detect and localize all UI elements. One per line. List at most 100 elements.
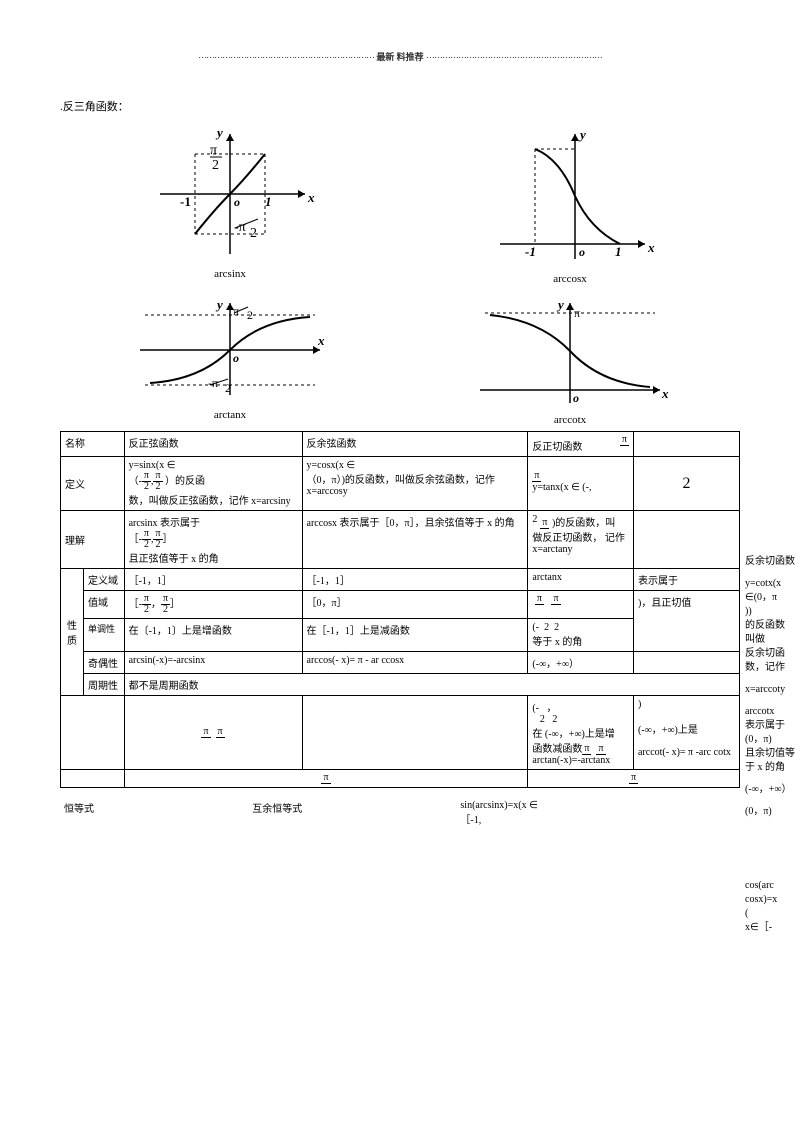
svg-text:x: x [307,190,315,205]
side-6: (0，π) [745,805,800,819]
cell-par-2: arccos(- x)= π - ar ccosx [302,652,528,674]
side-5: (-∞，+∞） [745,783,800,797]
svg-text:-1: -1 [525,244,536,259]
cell-name-h: 名称 [61,432,125,457]
cell-def-2: y=cosx(x ∈ （0，π）)的反函数，叫做反余弦函数，记作 x=arcco… [302,457,528,511]
side-7: cos(arc cosx)=x ( x∈［- [745,879,800,935]
svg-text:-1: -1 [180,194,191,209]
svg-text:o: o [234,195,240,209]
cell-dom-3: arctanx [528,569,634,591]
svg-text:o: o [233,351,239,365]
header-title: 最新 料推荐 [376,52,423,62]
cell-def-4: 2 [633,457,739,511]
svg-text:1: 1 [265,194,272,209]
cell-und-4 [633,511,739,569]
cell-range-h: 值域 [84,591,125,619]
table-row: 定义 y=sinx(x ∈ （-π2,π2 ）的反函 数，叫做反正弦函数，记作 … [61,457,740,511]
chart-arctan: x y π 2 -π 2 o arctanx [130,295,330,426]
cell-y-h [61,770,125,788]
label-arctan: arctanx [130,409,330,421]
cell-range-4: )，且正切值 [633,591,739,652]
side-3: x=arccoty [745,683,800,697]
cell-mono-3: (- 2 2 等于 x 的角 [528,619,634,652]
table-row: π π [61,770,740,788]
svg-text:2: 2 [212,158,219,173]
cell-x-1: π π [124,696,302,770]
charts-row-1: x y π 2 -π 2 -1 1 o [60,124,740,285]
label-arcsin: arcsinx [140,268,320,280]
cell-par-4 [633,652,739,674]
function-table: 名称 反正弦函数 反余弦函数 反正切函数 π 定义 y=sinx(x ∈ （-π… [60,431,740,788]
table-row: 名称 反正弦函数 反余弦函数 反正切函数 π [61,432,740,457]
bottom-1: 恒等式 [64,800,94,826]
cell-range-1: ［-π2，π2］ [124,591,302,619]
cell-par-1: arcsin(-x)=-arcsinx [124,652,302,674]
label-arccot: arccotx [470,414,670,426]
svg-text:π: π [210,143,217,158]
cell-x-3: (- ， 2 2 在 (-∞，+∞)上是增 函数减函数π π arctan(-x… [528,696,634,770]
svg-text:o: o [573,391,579,405]
cell-dom-4: 表示属于 [633,569,739,591]
bottom-2: 互余恒等式 [252,800,302,826]
charts-row-2: x y π 2 -π 2 o arctanx [60,295,740,426]
cell-par-3: (-∞，+∞） [528,652,634,674]
cell-name-4 [633,432,739,457]
cell-und-2: arccosx 表示属于［0，π］，且余弦值等于 x 的角 [302,511,528,569]
svg-text:x: x [661,386,669,401]
svg-text:o: o [579,245,585,259]
svg-text:y: y [215,125,223,140]
cell-dom-2: ［-1，1］ [302,569,528,591]
label-arccos: arccosx [480,273,660,285]
header-dots-left: ⋯⋯⋯⋯⋯⋯⋯⋯⋯⋯⋯⋯⋯⋯⋯⋯⋯⋯⋯⋯⋯⋯ [198,52,374,62]
svg-text:y: y [556,297,564,312]
side-2: y=cotx(x ∈(0，π )) 的反函数 叫做 反余切函数，记作 [745,577,800,675]
section-title: .反三角函数： [60,98,740,114]
cell-x-2 [302,696,528,770]
cell-def-3: π y=tanx(x ∈ (-, [528,457,634,511]
cell-name-1: 反正弦函数 [124,432,302,457]
side-1: 反余切函数 [745,555,800,569]
cell-y-1: π [124,770,528,788]
table-row: 理解 arcsinx 表示属于 ［-π2,π2］ 且正弦值等于 x 的角 arc… [61,511,740,569]
cell-mono-h: 单调性 [84,619,125,652]
cell-range-3: π π [528,591,634,619]
cell-per-h: 周期性 [84,674,125,696]
cell-par-h: 奇偶性 [84,652,125,674]
cell-x-h [61,696,125,770]
side-column: 反余切函数 y=cotx(x ∈(0，π )) 的反函数 叫做 反余切函数，记作… [745,555,800,943]
cell-und-1: arcsinx 表示属于 ［-π2,π2］ 且正弦值等于 x 的角 [124,511,302,569]
cell-name-3: 反正切函数 π [528,432,634,457]
table-row: π π (- ， 2 2 在 (-∞，+∞)上是增 函数减函数π π arcta… [61,696,740,770]
cell-mono-2: 在［-1，1］上是减函数 [302,619,528,652]
cell-und-h: 理解 [61,511,125,569]
svg-text:y: y [578,127,586,142]
table-row: 值域 ［-π2，π2］ ［0，π］ π π )，且正切值 [61,591,740,619]
svg-text:x: x [317,333,325,348]
cell-dom-h: 定义域 [84,569,125,591]
header-dots-right: ⋯⋯⋯⋯⋯⋯⋯⋯⋯⋯⋯⋯⋯⋯⋯⋯⋯⋯⋯⋯⋯⋯ [426,52,602,62]
side-4: arccotx 表示属于 (0，π) 且余切值等 于 x 的角 [745,705,800,775]
cell-name-2: 反余弦函数 [302,432,528,457]
table-row: 周期性 都不是周期函数 [61,674,740,696]
cell-range-2: ［0，π］ [302,591,528,619]
table-row: 性质 定义域 ［-1，1］ ［-1，1］ arctanx 表示属于 [61,569,740,591]
svg-text:1: 1 [615,244,622,259]
svg-text:2: 2 [225,381,231,395]
chart-arccos: x y -1 1 o arccosx [480,124,660,285]
cell-def-1: y=sinx(x ∈ （-π2,π2 ）的反函 数，叫做反正弦函数，记作 x=a… [124,457,302,511]
cell-def-h: 定义 [61,457,125,511]
cell-dom-1: ［-1，1］ [124,569,302,591]
svg-text:x: x [647,240,655,255]
chart-arcsin: x y π 2 -π 2 -1 1 o [140,124,320,285]
bottom-identities: 恒等式 互余恒等式 sin(arcsinx)=x(x ∈ ［-1, [60,800,740,826]
bottom-3: sin(arcsinx)=x(x ∈ ［-1, [460,800,537,826]
cell-x-4: ) (-∞，+∞)上是 arccot(- x)= π -arc cotx [633,696,739,770]
page-header: ⋯⋯⋯⋯⋯⋯⋯⋯⋯⋯⋯⋯⋯⋯⋯⋯⋯⋯⋯⋯⋯⋯ 最新 料推荐 ⋯⋯⋯⋯⋯⋯⋯⋯⋯⋯… [60,50,740,63]
cell-mono-1: 在〔-1，1〕上是增函数 [124,619,302,652]
cell-per-1: 都不是周期函数 [124,674,739,696]
svg-text:y: y [215,297,223,312]
cell-und-3: 2π )的反函数，叫 做反正切函数， 记作 x=arctany [528,511,634,569]
cell-y-2: π [528,770,740,788]
cell-prop-h: 性质 [61,569,84,696]
chart-arccot: x y π o arccotx [470,295,670,426]
